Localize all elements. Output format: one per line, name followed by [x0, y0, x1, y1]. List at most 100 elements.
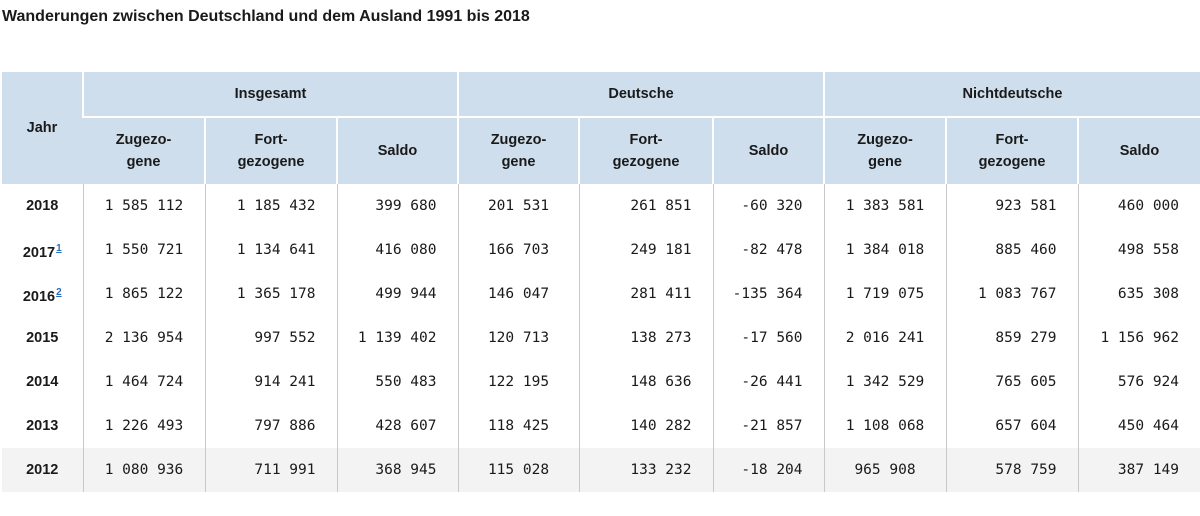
- value-cell: 1 134 641: [204, 228, 337, 272]
- value-cell: 635 308: [1077, 272, 1200, 316]
- table-row: 20171 1 550 721 1 134 641 416 080 166 703 249…: [2, 228, 1200, 272]
- value-cell: 765 605: [945, 360, 1079, 404]
- value-cell: 281 411: [578, 272, 713, 316]
- header-group-deutsche: Deutsche: [456, 70, 825, 117]
- value-cell: 859 279: [945, 316, 1079, 360]
- page-title: Wanderungen zwischen Deutschland und dem…: [2, 8, 530, 25]
- year-label: 2015: [26, 330, 59, 346]
- value-cell: 416 080: [336, 228, 458, 272]
- header-zugezogene: Zugezo-gene: [83, 116, 205, 184]
- value-cell: 118 425: [457, 404, 579, 448]
- value-cell: 120 713: [457, 316, 579, 360]
- value-cell: 923 581: [945, 184, 1079, 228]
- value-cell: 576 924: [1077, 360, 1200, 404]
- value-cell: -17 560: [712, 316, 825, 360]
- header-zugezogene: Zugezo-gene: [823, 116, 947, 184]
- value-cell: 368 945: [336, 448, 458, 492]
- year-label: 2018: [26, 198, 59, 214]
- value-cell: 1 139 402: [336, 316, 458, 360]
- value-cell: 460 000: [1077, 184, 1200, 228]
- value-cell: 1 464 724: [82, 360, 205, 404]
- table-row: 2012 1 080 936 711 991 368 945 115 028 133 23…: [2, 448, 1200, 492]
- header-zugezogene: Zugezo-gene: [457, 116, 579, 184]
- value-cell: 201 531: [457, 184, 579, 228]
- header-fortgezogene: Fort-gezogene: [204, 116, 337, 184]
- value-cell: 1 865 122: [82, 272, 205, 316]
- value-cell: 166 703: [457, 228, 579, 272]
- value-cell: 1 383 581: [823, 184, 947, 228]
- value-cell: 797 886: [204, 404, 337, 448]
- year-cell: 2012: [2, 448, 83, 492]
- value-cell: 1 719 075: [823, 272, 947, 316]
- value-cell: 387 149: [1077, 448, 1200, 492]
- value-cell: -26 441: [712, 360, 825, 404]
- table-row: 2013 1 226 493 797 886 428 607 118 425 140 28…: [2, 404, 1200, 448]
- year-label: 2017: [22, 244, 56, 261]
- table-row: 2015 2 136 954 997 552 1 139 402 120 713 138 …: [2, 316, 1200, 360]
- value-cell: 1 384 018: [823, 228, 947, 272]
- year-cell: 2014: [2, 360, 83, 404]
- value-cell: -135 364: [712, 272, 825, 316]
- value-cell: 1 080 936: [82, 448, 205, 492]
- value-cell: 550 483: [336, 360, 458, 404]
- value-cell: 997 552: [204, 316, 337, 360]
- header-saldo: Saldo: [1077, 116, 1200, 184]
- value-cell: 1 226 493: [82, 404, 205, 448]
- value-cell: -21 857: [712, 404, 825, 448]
- value-cell: 885 460: [945, 228, 1079, 272]
- year-label: 2013: [26, 418, 59, 434]
- value-cell: 1 342 529: [823, 360, 947, 404]
- value-cell: 122 195: [457, 360, 579, 404]
- year-cell: 20171: [2, 228, 83, 272]
- value-cell: 133 232: [578, 448, 713, 492]
- year-label: 2014: [26, 374, 59, 390]
- value-cell: 657 604: [945, 404, 1079, 448]
- footnote-link[interactable]: 2: [56, 286, 62, 298]
- value-cell: 249 181: [578, 228, 713, 272]
- table-row: 2018 1 585 112 1 185 432 399 680 201 531 261 …: [2, 184, 1200, 228]
- value-cell: 399 680: [336, 184, 458, 228]
- value-cell: 965 908: [823, 448, 947, 492]
- value-cell: 261 851: [578, 184, 713, 228]
- year-cell: 20162: [2, 272, 83, 316]
- footnote-link[interactable]: 1: [56, 242, 62, 254]
- header-group-insgesamt: Insgesamt: [82, 70, 458, 117]
- value-cell: 146 047: [457, 272, 579, 316]
- header-jahr: Jahr: [2, 70, 83, 184]
- table-row: 20162 1 865 122 1 365 178 499 944 146 047 281…: [2, 272, 1200, 316]
- header-fortgezogene: Fort-gezogene: [945, 116, 1079, 184]
- header-row-columns: Zugezo-gene Fort-gezogene Saldo Zugezo-g…: [2, 116, 1200, 184]
- value-cell: -82 478: [712, 228, 825, 272]
- header-row-groups: Jahr Insgesamt Deutsche Nichtdeutsche: [2, 70, 1200, 184]
- header-saldo: Saldo: [711, 116, 825, 184]
- value-cell: 1 108 068: [823, 404, 947, 448]
- value-cell: -18 204: [712, 448, 825, 492]
- year-label: 2016: [22, 288, 56, 305]
- migration-table: Jahr Insgesamt Deutsche Nichtdeutsche Zu…: [2, 70, 1200, 492]
- header-group-nichtdeutsche: Nichtdeutsche: [823, 70, 1200, 117]
- value-cell: 148 636: [578, 360, 713, 404]
- table-row: 2014 1 464 724 914 241 550 483 122 195 148 63…: [2, 360, 1200, 404]
- value-cell: 428 607: [336, 404, 458, 448]
- year-label: 2012: [26, 462, 59, 478]
- value-cell: 1 156 962: [1077, 316, 1200, 360]
- year-cell: 2015: [2, 316, 83, 360]
- value-cell: 578 759: [945, 448, 1079, 492]
- header-saldo: Saldo: [336, 116, 458, 184]
- value-cell: 498 558: [1077, 228, 1200, 272]
- value-cell: -60 320: [712, 184, 825, 228]
- value-cell: 914 241: [204, 360, 337, 404]
- value-cell: 1 550 721: [82, 228, 205, 272]
- value-cell: 1 185 432: [204, 184, 337, 228]
- value-cell: 499 944: [336, 272, 458, 316]
- value-cell: 1 083 767: [945, 272, 1079, 316]
- value-cell: 450 464: [1077, 404, 1200, 448]
- year-cell: 2013: [2, 404, 83, 448]
- value-cell: 140 282: [578, 404, 713, 448]
- value-cell: 711 991: [204, 448, 337, 492]
- year-cell: 2018: [2, 184, 83, 228]
- value-cell: 1 365 178: [204, 272, 337, 316]
- header-fortgezogene: Fort-gezogene: [578, 116, 713, 184]
- value-cell: 2 016 241: [823, 316, 947, 360]
